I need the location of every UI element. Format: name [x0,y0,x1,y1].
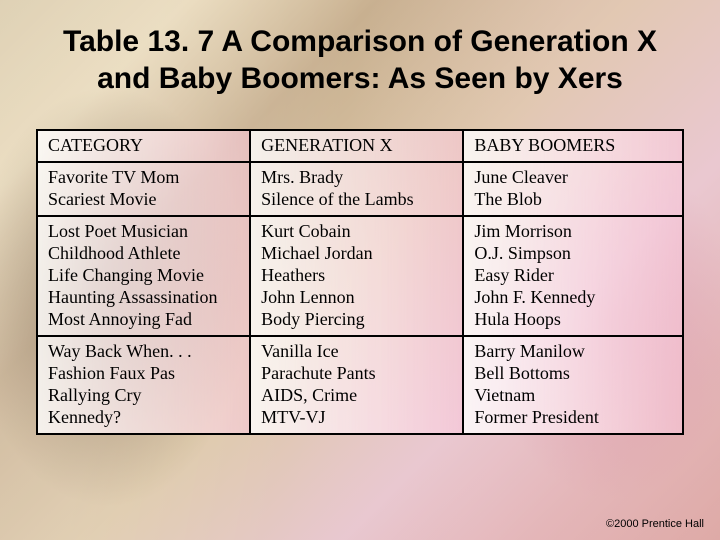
cell-text: Mrs. Brady [261,167,343,187]
cell-text: Way Back When. . . [48,341,192,361]
cell-genx-header: GENERATION X [250,130,463,162]
cell-text: Michael Jordan [261,243,372,263]
cell-boomers-header: BABY BOOMERS [463,130,683,162]
table-row: Lost Poet Musician Childhood Athlete Lif… [37,216,683,336]
copyright-notice: ©2000 Prentice Hall [606,518,704,530]
cell-text: Body Piercing [261,309,365,329]
comparison-table: CATEGORY GENERATION X BABY BOOMERS Favor… [36,129,684,434]
cell-text: The Blob [474,189,542,209]
table-row: CATEGORY GENERATION X BABY BOOMERS [37,130,683,162]
cell-text: MTV-VJ [261,407,325,427]
cell-text: Hula Hoops [474,309,561,329]
cell-text: Most Annoying Fad [48,309,192,329]
cell-text: Easy Rider [474,265,553,285]
cell-text: John F. Kennedy [474,287,595,307]
cell: Jim Morrison O.J. Simpson Easy Rider Joh… [463,216,683,336]
cell-text: Vanilla Ice [261,341,338,361]
cell-text: AIDS, Crime [261,385,357,405]
cell-text: Kennedy? [48,407,121,427]
cell-text: Favorite TV Mom [48,167,179,187]
cell-text: Vietnam [474,385,535,405]
cell-text: Childhood Athlete [48,243,181,263]
cell: Lost Poet Musician Childhood Athlete Lif… [37,216,250,336]
cell-text: Barry Manilow [474,341,584,361]
cell: Barry Manilow Bell Bottoms Vietnam Forme… [463,336,683,434]
cell: June Cleaver The Blob [463,162,683,216]
cell-text: June Cleaver [474,167,567,187]
cell-text: Haunting Assassination [48,287,218,307]
table-row: Way Back When. . . Fashion Faux Pas Rall… [37,336,683,434]
slide-title: Table 13. 7 A Comparison of Generation X… [0,0,720,111]
table-row: Favorite TV Mom Scariest Movie Mrs. Brad… [37,162,683,216]
cell-text: Rallying Cry [48,385,142,405]
cell-text: Jim Morrison [474,221,572,241]
cell: Vanilla Ice Parachute Pants AIDS, Crime … [250,336,463,434]
cell-text: Lost Poet Musician [48,221,188,241]
cell-text: O.J. Simpson [474,243,571,263]
cell-category-header: CATEGORY [37,130,250,162]
cell-text: Life Changing Movie [48,265,204,285]
cell: Favorite TV Mom Scariest Movie [37,162,250,216]
cell-text: Scariest Movie [48,189,156,209]
cell-text: Bell Bottoms [474,363,570,383]
cell-text: Fashion Faux Pas [48,363,175,383]
cell-text: Silence of the Lambs [261,189,413,209]
cell: Way Back When. . . Fashion Faux Pas Rall… [37,336,250,434]
comparison-table-wrap: CATEGORY GENERATION X BABY BOOMERS Favor… [36,129,684,434]
cell-text: Heathers [261,265,325,285]
cell-text: Kurt Cobain [261,221,351,241]
cell-text: Former President [474,407,598,427]
cell: Kurt Cobain Michael Jordan Heathers John… [250,216,463,336]
cell: Mrs. Brady Silence of the Lambs [250,162,463,216]
cell-text: John Lennon [261,287,355,307]
cell-text: Parachute Pants [261,363,375,383]
